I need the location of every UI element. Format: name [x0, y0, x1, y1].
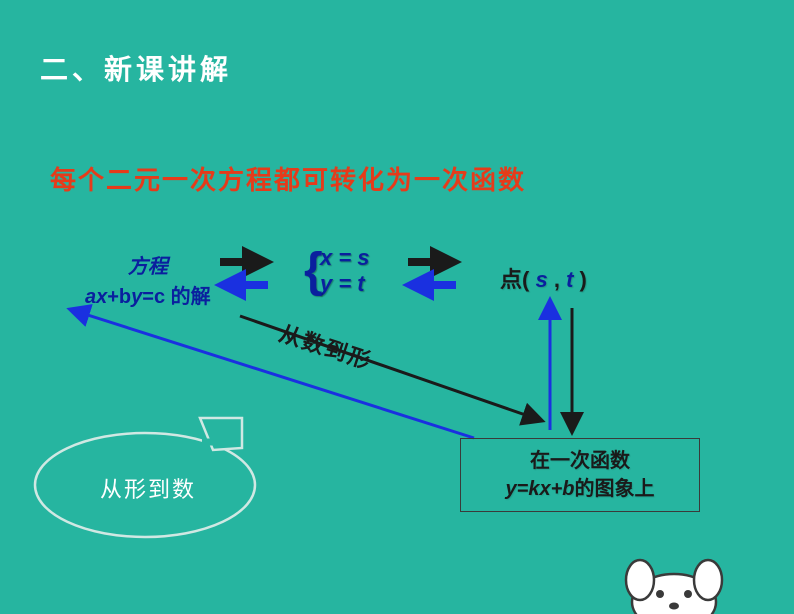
target-box: 在一次函数 y=kx+b的图象上	[460, 438, 700, 512]
equation-line2: ax+by=c 的解	[85, 282, 211, 312]
box-line2: y=kx+b的图象上	[471, 475, 689, 503]
box-line1: 在一次函数	[471, 447, 689, 475]
point-label: 点( s , t )	[500, 262, 587, 294]
section-subtitle: 每个二元一次方程都可转化为一次函数	[50, 160, 526, 197]
dog-icon	[614, 544, 734, 614]
equation-system: { x = s y = t	[320, 245, 370, 297]
arrow-diag-blue	[72, 310, 474, 438]
section-title: 二、新课讲解	[40, 48, 232, 88]
system-eq2: y = t	[320, 271, 370, 297]
system-eq1: x = s	[320, 245, 370, 271]
equation-line1: 方程	[85, 252, 211, 282]
angled-label: 从数到形	[275, 316, 376, 376]
callout-label: 从形到数	[100, 472, 196, 504]
equation-label: 方程 ax+by=c 的解	[85, 252, 211, 312]
brace-icon: {	[304, 247, 323, 295]
